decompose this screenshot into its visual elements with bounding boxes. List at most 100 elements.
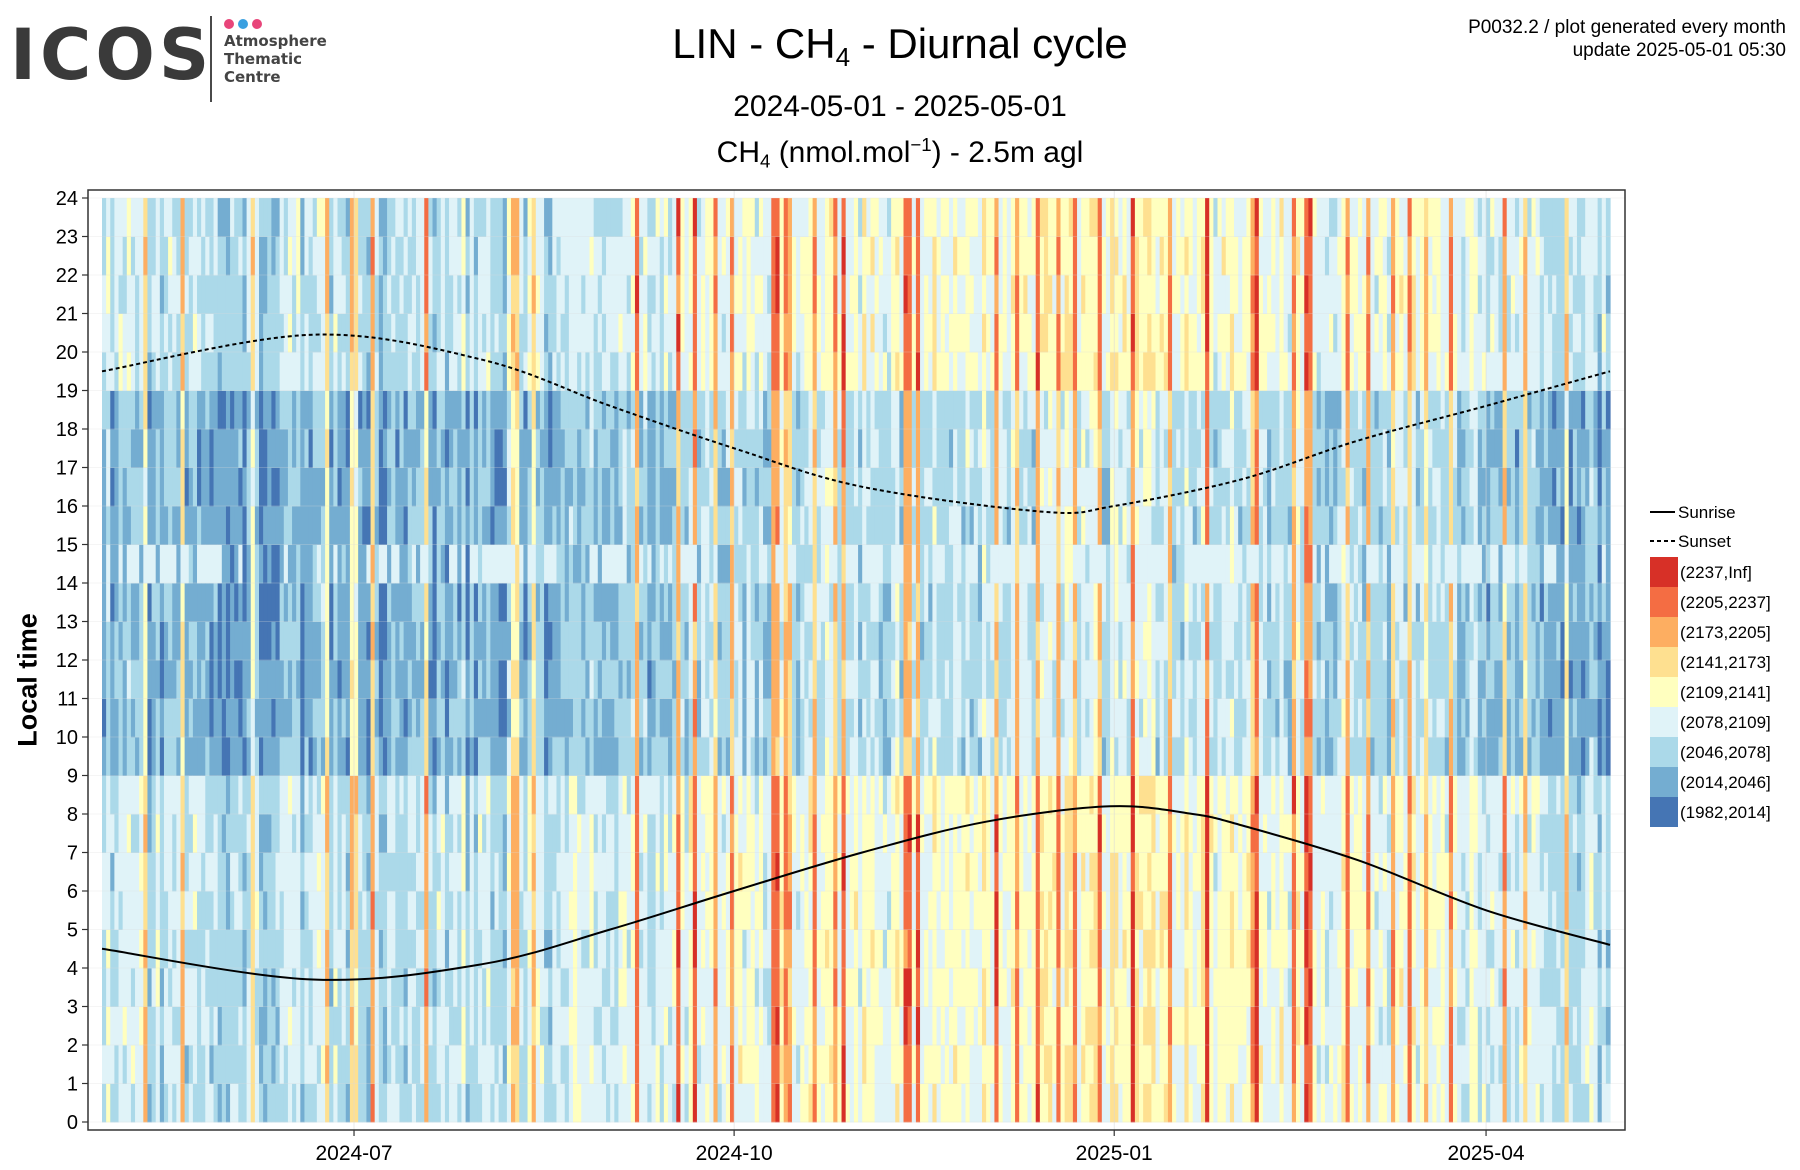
heatmap-cell bbox=[552, 236, 558, 276]
heatmap-cell bbox=[581, 236, 586, 276]
heatmap-cell bbox=[292, 583, 297, 622]
heatmap-cell bbox=[804, 775, 810, 815]
heatmap-cell bbox=[259, 660, 264, 699]
heatmap-cell bbox=[424, 1083, 429, 1123]
heatmap-cell bbox=[366, 852, 372, 892]
heatmap-cell bbox=[556, 737, 562, 776]
heatmap-cell bbox=[143, 775, 149, 815]
heatmap-cell bbox=[676, 1045, 682, 1084]
heatmap-cell bbox=[791, 698, 797, 738]
heatmap-cell bbox=[556, 891, 562, 930]
heatmap-cell bbox=[184, 852, 190, 892]
heatmap-cell bbox=[614, 429, 620, 468]
heatmap-cell bbox=[440, 1045, 446, 1084]
heatmap-cell bbox=[734, 814, 739, 853]
heatmap-cell bbox=[242, 814, 248, 853]
heatmap-cell bbox=[891, 852, 896, 892]
heatmap-cell bbox=[205, 814, 211, 853]
heatmap-cell bbox=[267, 236, 272, 276]
heatmap-cell bbox=[729, 1006, 735, 1046]
heatmap-cell bbox=[663, 429, 669, 468]
heatmap-cell bbox=[953, 1083, 958, 1123]
heatmap-cell bbox=[568, 1045, 574, 1084]
heatmap-cell bbox=[387, 929, 392, 969]
heatmap-cell bbox=[461, 1006, 467, 1046]
heatmap-cell bbox=[878, 698, 884, 738]
heatmap-cell bbox=[254, 891, 260, 930]
heatmap-cell bbox=[833, 775, 839, 815]
heatmap-cell bbox=[676, 1083, 682, 1123]
heatmap-cell bbox=[601, 544, 607, 584]
heatmap-cell bbox=[651, 660, 657, 699]
heatmap-cell bbox=[787, 236, 793, 276]
heatmap-cell bbox=[746, 313, 752, 353]
heatmap-cell bbox=[271, 390, 277, 430]
heatmap-cell bbox=[816, 1083, 822, 1123]
heatmap-cell bbox=[440, 660, 446, 699]
heatmap-cell bbox=[155, 929, 161, 969]
heatmap-cell bbox=[841, 275, 847, 314]
heatmap-cell bbox=[391, 698, 396, 738]
heatmap-cell bbox=[709, 621, 715, 661]
heatmap-cell bbox=[316, 1006, 322, 1046]
heatmap-cell bbox=[614, 1083, 620, 1123]
heatmap-cell bbox=[308, 313, 314, 353]
chart-title-subscript: 4 bbox=[835, 41, 851, 72]
heatmap-cell bbox=[680, 737, 686, 776]
heatmap-cell bbox=[225, 236, 231, 276]
heatmap-cell bbox=[316, 544, 322, 584]
heatmap-cell bbox=[622, 814, 628, 853]
heatmap-cell bbox=[589, 583, 595, 622]
heatmap-cell bbox=[163, 1083, 169, 1123]
heatmap-cell bbox=[705, 236, 710, 276]
heatmap-cell bbox=[449, 275, 454, 314]
subtitle-unit: (nmol.mol bbox=[770, 136, 911, 169]
heatmap-cell bbox=[668, 1006, 673, 1046]
heatmap-cell bbox=[701, 698, 706, 738]
heatmap-cell bbox=[498, 352, 504, 391]
heatmap-cell bbox=[457, 660, 463, 699]
heatmap-cell bbox=[130, 390, 136, 430]
heatmap-cell bbox=[593, 621, 599, 661]
heatmap-cell bbox=[862, 275, 867, 314]
heatmap-cell bbox=[878, 929, 884, 969]
heatmap-cell bbox=[465, 429, 471, 468]
heatmap-cell bbox=[531, 313, 537, 353]
heatmap-cell bbox=[341, 467, 347, 507]
heatmap-cell bbox=[395, 775, 401, 815]
heatmap-cell bbox=[498, 1006, 504, 1046]
heatmap-cell bbox=[263, 506, 268, 545]
heatmap-cell bbox=[618, 275, 624, 314]
heatmap-cell bbox=[581, 506, 586, 545]
heatmap-cell bbox=[593, 891, 599, 930]
heatmap-cell bbox=[465, 1083, 471, 1123]
heatmap-cell bbox=[903, 1006, 909, 1046]
heatmap-cell bbox=[825, 544, 830, 584]
heatmap-cell bbox=[907, 968, 913, 1007]
heatmap-cell bbox=[610, 968, 615, 1007]
heatmap-cell bbox=[775, 313, 781, 353]
heatmap-cell bbox=[630, 621, 636, 661]
heatmap-cell bbox=[139, 968, 144, 1007]
heatmap-cell bbox=[341, 506, 347, 545]
heatmap-cell bbox=[634, 583, 640, 622]
heatmap-cell bbox=[213, 1006, 219, 1046]
heatmap-cell bbox=[201, 1006, 206, 1046]
heatmap-cell bbox=[597, 390, 603, 430]
heatmap-cell bbox=[903, 1083, 909, 1123]
heatmap-cell bbox=[473, 1045, 479, 1084]
heatmap-cell bbox=[490, 852, 496, 892]
heatmap-cell bbox=[345, 1045, 351, 1084]
heatmap-cell bbox=[424, 660, 429, 699]
heatmap-cell bbox=[940, 198, 946, 237]
heatmap-cell bbox=[225, 198, 231, 237]
heatmap-cell bbox=[585, 467, 591, 507]
heatmap-cell bbox=[432, 814, 438, 853]
heatmap-cell bbox=[746, 1045, 752, 1084]
heatmap-cell bbox=[440, 390, 446, 430]
heatmap-cell bbox=[283, 544, 289, 584]
heatmap-cell bbox=[370, 313, 376, 353]
heatmap-cell bbox=[614, 1006, 620, 1046]
heatmap-cell bbox=[800, 775, 805, 815]
heatmap-cell bbox=[895, 429, 900, 468]
